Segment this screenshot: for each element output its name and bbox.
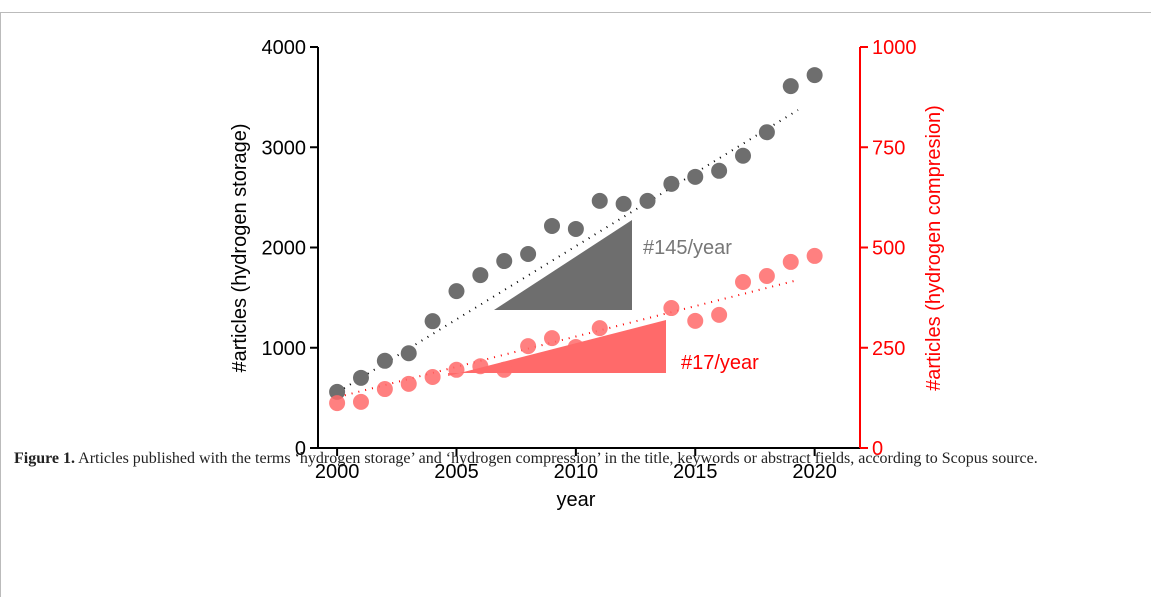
point — [496, 361, 513, 378]
point — [472, 267, 489, 284]
y-tick-label: 0 — [295, 438, 306, 460]
point — [520, 246, 537, 263]
point — [496, 253, 513, 270]
point — [687, 312, 704, 329]
y2-axis-label: #articles (hydrogen compresion) — [923, 105, 945, 391]
point — [711, 306, 728, 323]
x-tick-label: 2005 — [434, 461, 479, 483]
point — [376, 381, 393, 398]
y2-tick-label: 500 — [872, 238, 905, 260]
point — [615, 195, 632, 212]
y2-tick-label: 0 — [872, 438, 883, 460]
point — [591, 192, 608, 209]
point — [400, 375, 417, 392]
y2-tick-label: 750 — [872, 137, 905, 159]
point — [543, 217, 560, 234]
caption-text: Articles published with the terms ‘hydro… — [78, 450, 1038, 467]
point — [543, 330, 560, 347]
point — [806, 247, 823, 264]
x-tick-label: 2020 — [792, 461, 837, 483]
x-tick-label: 2000 — [315, 461, 360, 483]
point — [687, 168, 704, 185]
point — [735, 273, 752, 290]
caption-label: Figure 1. — [14, 450, 76, 467]
point — [520, 338, 537, 355]
x-axis-label: year — [557, 489, 596, 511]
point — [424, 369, 441, 386]
y-tick-label: 3000 — [262, 137, 307, 159]
point — [352, 393, 369, 410]
point — [376, 352, 393, 369]
point — [782, 253, 799, 270]
point — [472, 358, 489, 375]
y-tick-label: 2000 — [262, 238, 307, 260]
point — [782, 78, 799, 95]
point — [806, 67, 823, 84]
point — [567, 220, 584, 237]
point — [591, 320, 608, 337]
slope-triangle — [494, 220, 632, 310]
point — [329, 395, 346, 412]
y2-tick-label: 250 — [872, 338, 905, 360]
point — [639, 328, 656, 345]
point — [448, 283, 465, 300]
annotation: #145/year — [643, 237, 732, 259]
y-axis-label: #articles (hydrogen storage) — [229, 123, 251, 372]
y2-tick-label: 1000 — [872, 37, 917, 59]
point — [448, 361, 465, 378]
point — [329, 383, 346, 400]
point — [663, 175, 680, 192]
point — [639, 192, 656, 209]
x-tick-label: 2015 — [673, 461, 718, 483]
y-tick-label: 4000 — [262, 37, 307, 59]
y-tick-label: 1000 — [262, 338, 307, 360]
point — [424, 313, 441, 330]
point — [352, 369, 369, 386]
point — [663, 300, 680, 317]
point — [400, 345, 417, 362]
point — [711, 162, 728, 179]
figure-frame — [0, 12, 1151, 597]
point — [567, 338, 584, 355]
point — [615, 336, 632, 353]
point — [758, 267, 775, 284]
caption: Figure 1. Articles published with the te… — [14, 448, 1134, 470]
point — [735, 147, 752, 164]
annotation: #17/year — [681, 352, 759, 374]
point — [758, 124, 775, 141]
x-tick-label: 2010 — [554, 461, 599, 483]
